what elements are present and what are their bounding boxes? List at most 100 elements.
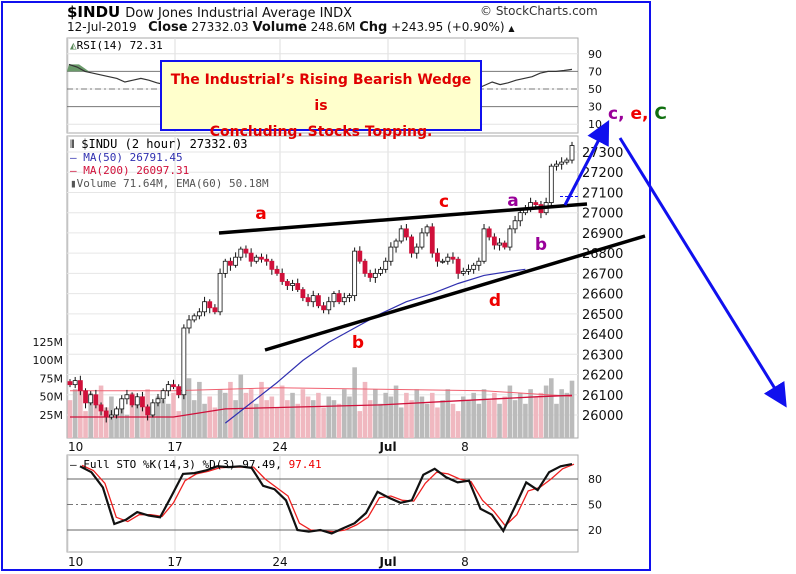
- volume-bar: [559, 389, 564, 438]
- volume-bar: [388, 396, 394, 438]
- candle-body: [393, 240, 399, 248]
- volume-ema-line: [70, 387, 573, 397]
- volume-bar: [471, 392, 476, 438]
- rsi-tick-label: 50: [588, 83, 602, 96]
- volume-bar: [414, 389, 420, 438]
- volume-bar: [362, 381, 368, 438]
- x-tick-label: 24: [272, 555, 287, 569]
- candle-body: [310, 295, 316, 303]
- volume-bar: [114, 411, 119, 438]
- candle-body: [295, 283, 301, 290]
- candle-body: [88, 394, 94, 404]
- candle-body: [134, 396, 140, 406]
- candle-body: [160, 390, 166, 400]
- volume-bar: [310, 400, 316, 438]
- volume-bar: [88, 392, 94, 438]
- candle-body: [165, 384, 171, 392]
- volume-bar: [212, 407, 218, 438]
- sto-legend-text: Full STO %K(14,3) %D(3) 97.49,: [83, 458, 282, 471]
- candle-body: [253, 256, 259, 262]
- volume-bar: [398, 407, 404, 438]
- price-tick-label: 27000: [582, 207, 623, 222]
- volume-bar: [404, 392, 409, 438]
- volume-legend: ▮Volume 71.64M, EMA(60) 50.18M: [70, 177, 269, 190]
- x-tick-label: 8: [461, 440, 469, 454]
- wedge-upper-line: [218, 202, 588, 235]
- volume-label: Volume: [252, 20, 307, 35]
- volume-bar: [383, 392, 388, 438]
- candle-body: [564, 159, 570, 163]
- volume-bar: [264, 400, 269, 438]
- volume-bar: [450, 403, 456, 438]
- rsi-tick-label: 90: [588, 48, 602, 61]
- volume-bar: [512, 400, 518, 438]
- sto-tick-label: 80: [588, 473, 602, 486]
- volume-bar: [243, 392, 249, 438]
- price-tick-label: 26300: [582, 348, 623, 363]
- price-tick-label: 26900: [582, 227, 623, 242]
- candle-body: [466, 268, 471, 272]
- candle-body: [398, 228, 404, 242]
- volume-bar: [564, 392, 570, 438]
- volume-bar: [166, 403, 171, 438]
- volume-bar: [502, 396, 508, 438]
- price-tick-label: 26600: [582, 288, 623, 303]
- price-legend: ⫴ $INDU (2 hour) 27332.03 — MA(50) 26791…: [70, 138, 269, 191]
- volume-bar: [103, 407, 109, 438]
- candle-body: [481, 228, 487, 262]
- volume-bar: [357, 411, 363, 438]
- x-tick-label: 10: [68, 555, 83, 569]
- volume-bar: [238, 374, 244, 438]
- wave-label-b: b: [535, 235, 547, 255]
- volume-bars-icon: ▮: [70, 177, 77, 190]
- candle-body: [502, 242, 508, 248]
- candle-body: [316, 295, 321, 307]
- candle-body: [362, 260, 368, 274]
- candle-body: [238, 248, 244, 258]
- down-arrow: [618, 137, 787, 408]
- volume-bar: [424, 403, 430, 438]
- ma50-legend: — MA(50) 26791.45: [70, 151, 183, 164]
- volume-bar: [171, 392, 176, 438]
- up-arrow-icon: ▲: [508, 24, 515, 33]
- candle-body: [440, 260, 446, 263]
- x-tick-label: 24: [272, 440, 287, 454]
- volume-bar: [378, 403, 383, 438]
- volume-bar: [222, 392, 228, 438]
- volume-bar: [569, 380, 575, 438]
- panel-sto: [66, 454, 579, 553]
- candle-body: [378, 268, 383, 274]
- candle-body: [419, 232, 425, 248]
- volume-bar: [523, 403, 528, 438]
- volume-bar: [466, 400, 471, 438]
- wave-label-c: c: [439, 192, 449, 212]
- rsi-legend-text: RSI(14) 72.31: [76, 39, 163, 52]
- volume-bar: [367, 400, 373, 438]
- volume-bar: [440, 400, 445, 438]
- candle-body: [83, 390, 88, 404]
- volume-bar: [191, 400, 197, 438]
- candle-body: [207, 301, 213, 309]
- candle-body: [196, 311, 202, 317]
- volume-bar: [305, 396, 311, 438]
- sto-line-icon: —: [70, 458, 77, 471]
- candle-body: [450, 256, 456, 260]
- candle-body: [103, 410, 109, 418]
- candle-body: [424, 226, 430, 234]
- candle-body: [269, 260, 275, 270]
- volume-bar: [78, 381, 83, 438]
- candle-body: [181, 327, 187, 396]
- candle-body: [279, 272, 285, 282]
- volume-bar: [341, 389, 347, 438]
- volume-bar: [435, 407, 440, 438]
- ma200-line: [70, 394, 573, 418]
- volume-bar: [554, 403, 559, 438]
- candle-body: [222, 260, 228, 274]
- volume-value: 248.6M: [310, 20, 356, 34]
- candle-body: [124, 394, 130, 400]
- date: 12-Jul-2019: [67, 20, 137, 34]
- candle-body: [497, 242, 502, 246]
- volume-bar: [476, 403, 482, 438]
- chg-value: +243.95 (+0.90%): [391, 20, 505, 34]
